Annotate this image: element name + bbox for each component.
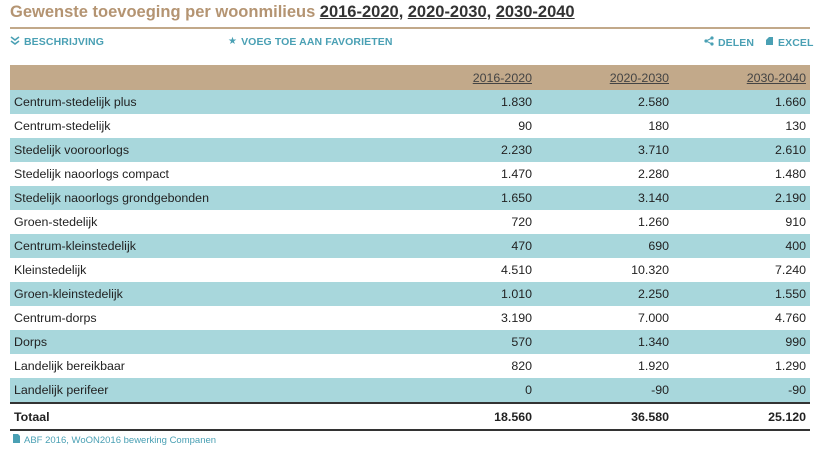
cell-value: 820 [322, 354, 536, 378]
document-icon [13, 434, 20, 446]
row-label: Landelijk bereikbaar [10, 354, 322, 378]
cell-value: 1.260 [536, 210, 673, 234]
cell-value: 720 [322, 210, 536, 234]
row-label: Kleinstedelijk [10, 258, 322, 282]
cell-value: 2.610 [673, 138, 810, 162]
cell-value: 910 [673, 210, 810, 234]
cell-value: -90 [673, 378, 810, 403]
table-header-row: 2016-2020 2020-2030 2030-2040 [10, 65, 810, 90]
cell-value: 1.470 [322, 162, 536, 186]
total-value: 18.560 [322, 402, 536, 431]
source-note: ABF 2016, WoON2016 bewerking Companen [13, 434, 216, 446]
row-label: Groen-kleinstedelijk [10, 282, 322, 306]
table-row: Groen-kleinstedelijk 1.010 2.250 1.550 [10, 282, 810, 306]
row-label: Centrum-stedelijk [10, 114, 322, 138]
excel-label: EXCEL [778, 36, 814, 49]
table-row: Groen-stedelijk 720 1.260 910 [10, 210, 810, 234]
cell-value: 1.480 [673, 162, 810, 186]
table-total-row: Totaal 18.560 36.580 25.120 [10, 402, 810, 431]
cell-value: 2.230 [322, 138, 536, 162]
cell-value: 1.650 [322, 186, 536, 210]
share-icon [704, 36, 714, 49]
cell-value: 4.510 [322, 258, 536, 282]
row-label: Stedelijk vooroorlogs [10, 138, 322, 162]
table-row: Landelijk perifeer 0 -90 -90 [10, 378, 810, 403]
cell-value: 1.830 [322, 90, 536, 114]
table-row: Stedelijk naoorlogs compact 1.470 2.280 … [10, 162, 810, 186]
period-link-2030-2040[interactable]: 2030-2040 [495, 3, 575, 21]
cell-value: 90 [322, 114, 536, 138]
excel-export-button[interactable]: EXCEL [765, 36, 814, 49]
page-title: Gewenste toevoeging per woonmilieus [10, 3, 316, 21]
cell-value: 130 [673, 114, 810, 138]
table-row: Stedelijk naoorlogs grondgebonden 1.650 … [10, 186, 810, 210]
cell-value: 7.000 [536, 306, 673, 330]
table-row: Centrum-stedelijk 90 180 130 [10, 114, 810, 138]
action-bar: BESCHRIJVING ★ VOEG TOE AAN FAVORIETEN D… [10, 36, 813, 50]
table-row: Centrum-stedelijk plus 1.830 2.580 1.660 [10, 90, 810, 114]
share-label: DELEN [718, 36, 755, 49]
cell-value: 7.240 [673, 258, 810, 282]
cell-value: 3.710 [536, 138, 673, 162]
source-text: ABF 2016, WoON2016 bewerking Companen [24, 434, 217, 446]
table-row: Centrum-dorps 3.190 7.000 4.760 [10, 306, 810, 330]
row-label: Groen-stedelijk [10, 210, 322, 234]
cell-value: 1.290 [673, 354, 810, 378]
table-row: Centrum-kleinstedelijk 470 690 400 [10, 234, 810, 258]
row-label: Landelijk perifeer [10, 378, 322, 403]
add-favorite-label: VOEG TOE AAN FAVORIETEN [241, 36, 393, 48]
cell-value: 2.280 [536, 162, 673, 186]
cell-value: 470 [322, 234, 536, 258]
cell-value: 1.340 [536, 330, 673, 354]
column-header-2016-2020[interactable]: 2016-2020 [322, 65, 536, 90]
row-label: Dorps [10, 330, 322, 354]
cell-value: 0 [322, 378, 536, 403]
row-label: Stedelijk naoorlogs grondgebonden [10, 186, 322, 210]
cell-value: 1.010 [322, 282, 536, 306]
page-header: Gewenste toevoeging per woonmilieus 2016… [10, 3, 810, 29]
excel-icon [765, 36, 774, 49]
cell-value: 4.760 [673, 306, 810, 330]
period-link-2020-2030[interactable]: 2020-2030 [407, 3, 487, 21]
cell-value: 3.190 [322, 306, 536, 330]
table-row: Kleinstedelijk 4.510 10.320 7.240 [10, 258, 810, 282]
cell-value: 990 [673, 330, 810, 354]
description-label: BESCHRIJVING [24, 36, 104, 48]
cell-value: 3.140 [536, 186, 673, 210]
row-label: Centrum-stedelijk plus [10, 90, 322, 114]
total-label: Totaal [10, 402, 322, 431]
cell-value: 400 [673, 234, 810, 258]
star-icon: ★ [228, 36, 238, 47]
cell-value: 1.550 [673, 282, 810, 306]
share-button[interactable]: DELEN [704, 36, 754, 49]
column-header-2020-2030[interactable]: 2020-2030 [536, 65, 673, 90]
cell-value: 690 [536, 234, 673, 258]
table-row: Landelijk bereikbaar 820 1.920 1.290 [10, 354, 810, 378]
cell-value: 570 [322, 330, 536, 354]
table-row: Stedelijk vooroorlogs 2.230 3.710 2.610 [10, 138, 810, 162]
row-label: Stedelijk naoorlogs compact [10, 162, 322, 186]
row-label: Centrum-dorps [10, 306, 322, 330]
row-label: Centrum-kleinstedelijk [10, 234, 322, 258]
cell-value: 2.580 [536, 90, 673, 114]
cell-value: 10.320 [536, 258, 673, 282]
data-table: 2016-2020 2020-2030 2030-2040 Centrum-st… [10, 65, 810, 431]
description-button[interactable]: BESCHRIJVING [10, 36, 104, 48]
total-value: 36.580 [536, 402, 673, 431]
column-header-2030-2040[interactable]: 2030-2040 [673, 65, 810, 90]
cell-value: 2.250 [536, 282, 673, 306]
chevron-down-icon [10, 36, 20, 48]
cell-value: 1.660 [673, 90, 810, 114]
add-favorite-button[interactable]: ★ VOEG TOE AAN FAVORIETEN [228, 36, 393, 48]
total-value: 25.120 [673, 402, 810, 431]
cell-value: -90 [536, 378, 673, 403]
cell-value: 180 [536, 114, 673, 138]
cell-value: 2.190 [673, 186, 810, 210]
cell-value: 1.920 [536, 354, 673, 378]
title-separator: , [486, 3, 492, 21]
title-separator: , [398, 3, 404, 21]
column-header-name [10, 65, 322, 90]
period-link-2016-2020[interactable]: 2016-2020 [319, 3, 399, 21]
table-row: Dorps 570 1.340 990 [10, 330, 810, 354]
